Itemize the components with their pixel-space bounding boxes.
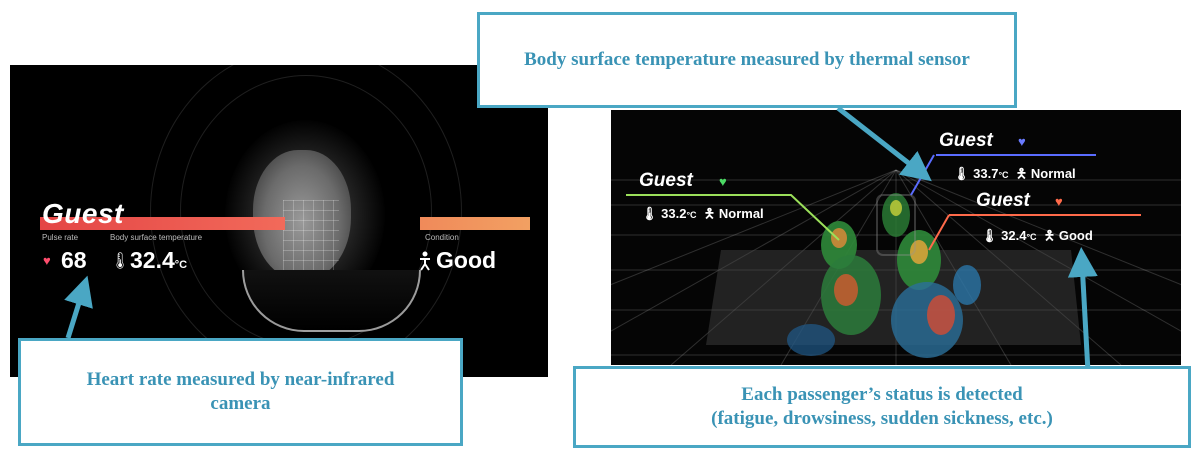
pulse-value: 68 (61, 247, 87, 273)
face-mesh-grid (283, 200, 339, 270)
passenger-stats: 🌡 32.4°C 🯅 Good (981, 227, 1093, 249)
callout-text-line1: Each passenger’s status is detected (741, 384, 1023, 406)
passenger-temp: 32.4 (1001, 228, 1027, 243)
heart-icon: ♥ (1055, 194, 1063, 209)
pulse-label: Pulse rate (42, 233, 79, 242)
person-icon (420, 251, 430, 271)
cabin-floor (706, 250, 1081, 345)
temp-unit: °C (686, 210, 697, 220)
passenger-status: Normal (718, 206, 764, 221)
leader-line (928, 214, 950, 251)
temp-label: Body surface temperature (110, 233, 203, 242)
thermometer-icon: 🌡 (981, 228, 998, 243)
passenger-stats: 🌡 33.7°C 🯅 Normal (953, 165, 1076, 187)
callout-text: Heart rate measured by near-infrared cam… (86, 369, 395, 414)
passenger-stats: 🌡 33.2°C 🯅 Normal (641, 205, 764, 227)
guest-banner-bar (40, 217, 285, 230)
condition-label: Condition (425, 233, 459, 242)
callout-passenger-status: Each passenger’s status is detected (fat… (573, 366, 1191, 448)
near-infrared-camera-view: Guest Pulse rate Body surface temperatur… (10, 65, 548, 377)
heart-icon: ♥ (43, 253, 51, 268)
passenger-status: Good (1058, 228, 1093, 243)
person-icon: 🯅 (1015, 166, 1028, 181)
face-image (253, 150, 351, 280)
temp-unit: °C (1026, 232, 1037, 242)
condition-value: Good (436, 247, 497, 273)
thermal-passenger-blobs (787, 193, 981, 358)
passenger-status: Normal (1030, 166, 1076, 181)
heart-icon: ♥ (719, 174, 727, 189)
temp-value: 32.4 (130, 247, 175, 273)
temp-value-group: 32.4°C (130, 247, 187, 274)
guest-title: Guest (42, 198, 124, 229)
callout-text-line2: (fatigue, drowsiness, sudden sickness, e… (711, 408, 1053, 429)
temp-unit: °C (174, 259, 188, 271)
perspective-grid (611, 154, 1181, 365)
person-icon: 🯅 (703, 206, 716, 221)
passenger-guest-title: Guest (939, 130, 993, 151)
leader-line (626, 194, 840, 241)
callout-text: Body surface temperature measured by the… (524, 49, 970, 71)
heart-icon: ♥ (1018, 134, 1026, 149)
passenger-guest-title: Guest (639, 170, 693, 191)
callout-infrared-camera: Heart rate measured by near-infrared cam… (18, 338, 463, 446)
person-icon: 🯅 (1043, 228, 1056, 243)
temp-unit: °C (998, 170, 1009, 180)
face-scanner-base (242, 270, 421, 332)
thermometer-icon: 🌡 (110, 253, 131, 270)
condition-banner-bar (420, 217, 530, 230)
passenger-temp: 33.7 (973, 166, 999, 181)
thermometer-icon: 🌡 (953, 166, 970, 181)
callout-thermal-sensor: Body surface temperature measured by the… (477, 12, 1017, 108)
passenger-guest-title: Guest (976, 190, 1030, 211)
thermometer-icon: 🌡 (641, 206, 658, 221)
thermal-sensor-view: Guest ♥ 🌡 33.2°C 🯅 Normal Guest ♥ 🌡 33.7… (611, 110, 1181, 365)
passenger-temp: 33.2 (661, 206, 687, 221)
